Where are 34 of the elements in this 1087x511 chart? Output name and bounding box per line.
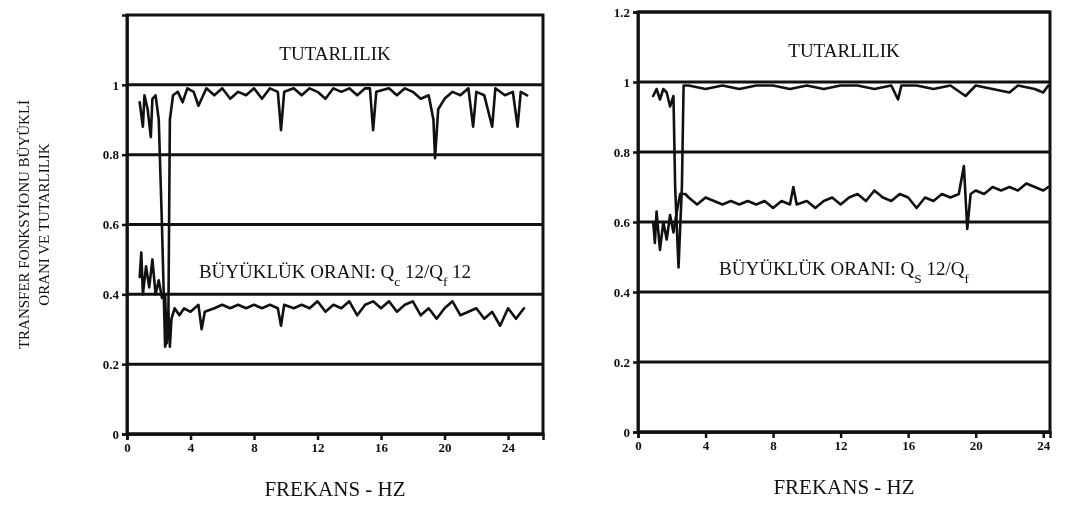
annotation: TUTARLILIK [279,42,391,64]
y-tick-label: 0.6 [102,217,120,233]
x-tick-label: 0 [124,440,131,456]
x-axis-title: FREKANS - HZ [264,477,406,501]
y-tick-label: 0.8 [613,144,631,160]
y-tick-label: 0.4 [102,286,120,302]
x-tick-label: 20 [969,438,983,454]
y-tick-label: 0.8 [102,147,120,163]
y-axis-title: TRANSFER FONKSYİONU BÜYÜKLİ ORANI VE TUTARLILIK [16,99,52,350]
x-tick-label: 24 [502,440,516,456]
x-tick-label: 8 [770,438,778,454]
x-tick-label: 12 [834,438,848,454]
annotation: BÜYÜKLÜK ORANI: Q$_{c}$ 12/Q$_{f}$ 12 [198,260,472,289]
x-tick-label: 4 [702,438,710,454]
y-tick-label: 1 [623,74,630,90]
x-tick-label: 0 [635,438,642,454]
y-tick-label: 1 [112,77,119,93]
x-tick-label: 12 [311,440,325,456]
annotation: BÜYÜKLÜK ORANI: Q$_{S}$ 12/Q$_{f}$ [719,258,970,286]
x-tick-label: 20 [438,440,452,456]
x-axis-title: FREKANS - HZ [773,475,915,499]
y-tick-label: 0 [112,426,119,442]
x-tick-label: 24 [1037,438,1051,454]
y-tick-label: 0.2 [102,356,119,372]
y-tick-label: 0 [623,424,630,440]
x-tick-label: 16 [375,440,389,456]
y-tick-label: 1.2 [613,4,630,20]
x-tick-label: 4 [187,440,195,456]
x-tick-label: 16 [902,438,916,454]
y-tick-label: 0.6 [613,214,631,230]
annotation: TUTARLILIK [788,39,900,61]
y-tick-label: 0.2 [613,354,630,370]
y-tick-label: 0.4 [613,284,631,300]
x-tick-label: 8 [251,440,259,456]
